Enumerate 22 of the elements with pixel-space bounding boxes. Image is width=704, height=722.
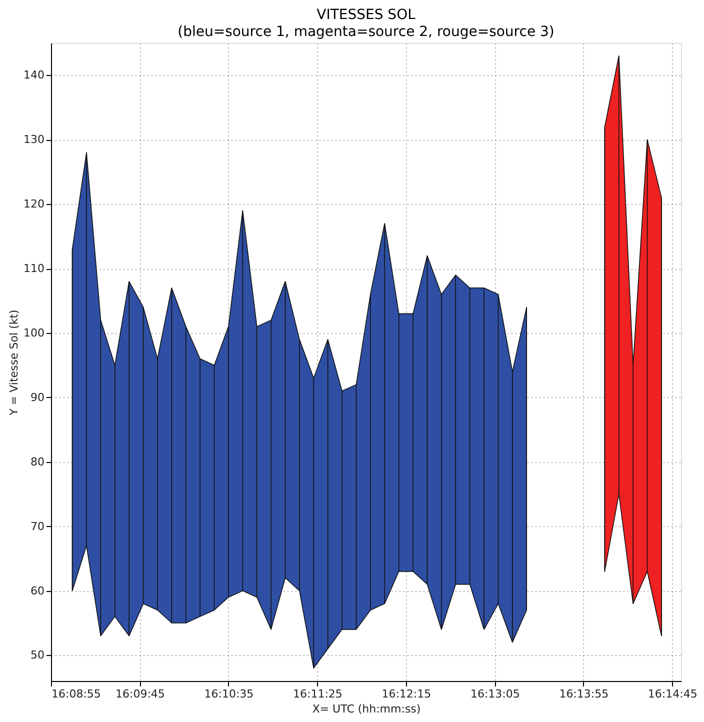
- y-tick-label: 110: [24, 262, 44, 276]
- y-axis-title: Y = Vitesse Sol (kt): [8, 310, 21, 416]
- chart-subtitle: (bleu=source 1, magenta=source 2, rouge=source 3): [178, 24, 554, 40]
- x-tick-label: 16:13:55: [559, 688, 609, 700]
- y-tick-label: 120: [24, 198, 44, 211]
- x-tick-label: 16:09:45: [116, 688, 165, 700]
- x-axis-title: X= UTC (hh:mm:ss): [312, 702, 421, 716]
- y-tick-label: 60: [30, 584, 44, 598]
- y-tick-label: 80: [30, 455, 44, 468]
- y-tick-label: 70: [30, 520, 44, 533]
- x-tick-label: 16:11:25: [292, 688, 342, 700]
- x-tick-label: 16:12:15: [382, 688, 432, 700]
- x-tick-label: 16:10:35: [204, 688, 254, 700]
- x-tick-label: 16:14:45: [648, 688, 698, 700]
- chart-title: VITESSES SOL: [316, 7, 416, 23]
- y-tick-label: 130: [24, 133, 44, 146]
- x-tick-label: 16:13:05: [470, 688, 520, 700]
- y-tick-label: 140: [24, 68, 44, 82]
- x-tick-label: 16:08:55: [52, 688, 101, 700]
- y-tick-label: 50: [30, 648, 44, 662]
- y-tick-label: 100: [24, 326, 44, 340]
- y-tick-label: 90: [30, 390, 44, 404]
